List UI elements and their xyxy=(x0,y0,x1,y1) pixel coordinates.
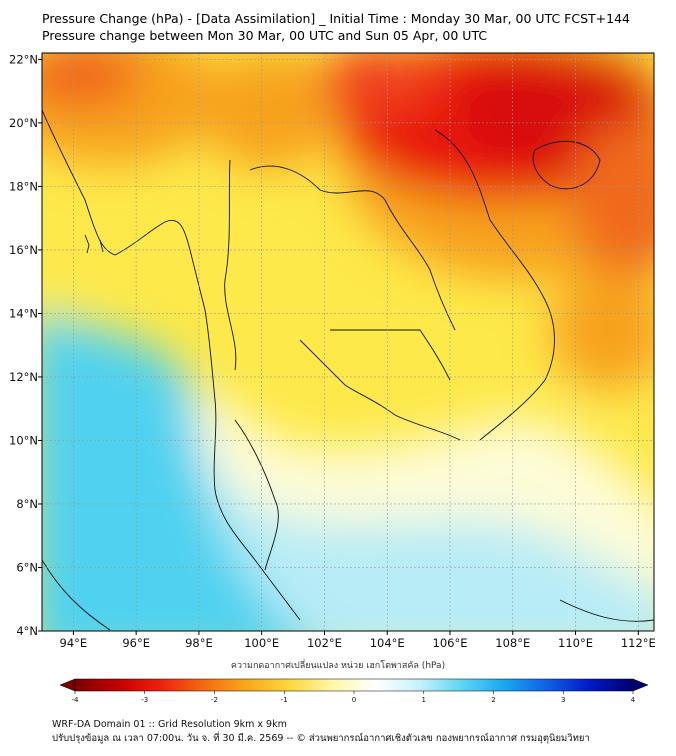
lon-tick-label: 112°E xyxy=(621,636,656,650)
border-myanmar-thai xyxy=(224,159,237,371)
colorbar-high-extension xyxy=(632,678,649,692)
sumatra-coast xyxy=(42,559,111,631)
border-thai-laos xyxy=(249,165,456,331)
colorbar-tick-label: 1 xyxy=(422,696,426,704)
lat-tick-label: 14°N xyxy=(9,306,38,320)
title-line-2: Pressure change between Mon 30 Mar, 00 U… xyxy=(42,28,488,43)
lat-tick-label: 6°N xyxy=(16,560,38,574)
colorbar-tick-label: 3 xyxy=(561,696,565,704)
colorbar-tick-label: -1 xyxy=(281,696,288,704)
lon-tick-label: 106°E xyxy=(433,636,468,650)
lon-tick-label: 104°E xyxy=(370,636,405,650)
lon-tick-label: 98°E xyxy=(185,636,213,650)
colorbar-tick-label: 0 xyxy=(352,696,356,704)
lon-tick-label: 102°E xyxy=(307,636,342,650)
lat-tick-label: 4°N xyxy=(16,624,38,638)
colorbar-tick-label: -4 xyxy=(72,696,80,704)
colorbar-label: ความกดอากาศเปลี่ยนแปลง หน่วย เฮกโตพาสคัล… xyxy=(230,661,446,671)
lon-tick-label: 96°E xyxy=(122,636,150,650)
colorbar-tick-label: -3 xyxy=(141,696,148,704)
footer-model-info: WRF-DA Domain 01 :: Grid Resolution 9km … xyxy=(52,719,287,730)
colorbar-tick-label: 4 xyxy=(631,696,636,704)
colorbar-low-extension xyxy=(59,678,76,692)
lat-tick-label: 20°N xyxy=(9,116,38,130)
coastline-myanmar xyxy=(42,109,301,621)
rise-region xyxy=(42,313,298,631)
pressure-change-map: 94°E 96°E 98°E 100°E 102°E 104°E 106°E 108°E 110… xyxy=(9,52,656,650)
map-title: Pressure Change (hPa) - [Data Assimilati… xyxy=(42,10,630,44)
colorbar-tick-label: 2 xyxy=(491,696,495,704)
lat-tick-label: 18°N xyxy=(9,179,38,193)
lon-tick-label: 100°E xyxy=(244,636,279,650)
footer: WRF-DA Domain 01 :: Grid Resolution 9km … xyxy=(52,718,590,746)
lat-tick-label: 16°N xyxy=(9,243,38,257)
colorbar-tick-label: -2 xyxy=(211,696,218,704)
lat-tick-label: 10°N xyxy=(9,433,38,447)
lon-tick-label: 110°E xyxy=(558,636,593,650)
lon-tick-label: 108°E xyxy=(495,636,530,650)
lon-tick-label: 94°E xyxy=(60,636,88,650)
lat-tick-label: 22°N xyxy=(9,52,38,66)
colorbar-ticks: -4 -3 -2 -1 0 1 2 3 4 xyxy=(72,691,636,704)
coastline-gulf xyxy=(234,339,461,571)
colorbar-body xyxy=(74,678,634,692)
title-line-1: Pressure Change (hPa) - [Data Assimilati… xyxy=(42,11,630,26)
lat-tick-label: 12°N xyxy=(9,370,38,384)
colorbar: -4 -3 -2 -1 0 1 2 3 4 xyxy=(59,678,649,704)
border-thai-cambodia xyxy=(330,329,451,381)
borneo-coast xyxy=(559,599,654,622)
footer-credit: ปรับปรุงข้อมูล ณ เวลา 07:00น. วัน จ. ที่… xyxy=(52,733,590,744)
axis-ticks: 94°E 96°E 98°E 100°E 102°E 104°E 106°E 108°E 110… xyxy=(9,52,656,650)
hainan xyxy=(532,140,601,190)
lat-tick-label: 8°N xyxy=(16,497,38,511)
south-rise-patch xyxy=(330,570,510,631)
pressure-field xyxy=(42,53,654,631)
map-frame xyxy=(41,52,655,632)
